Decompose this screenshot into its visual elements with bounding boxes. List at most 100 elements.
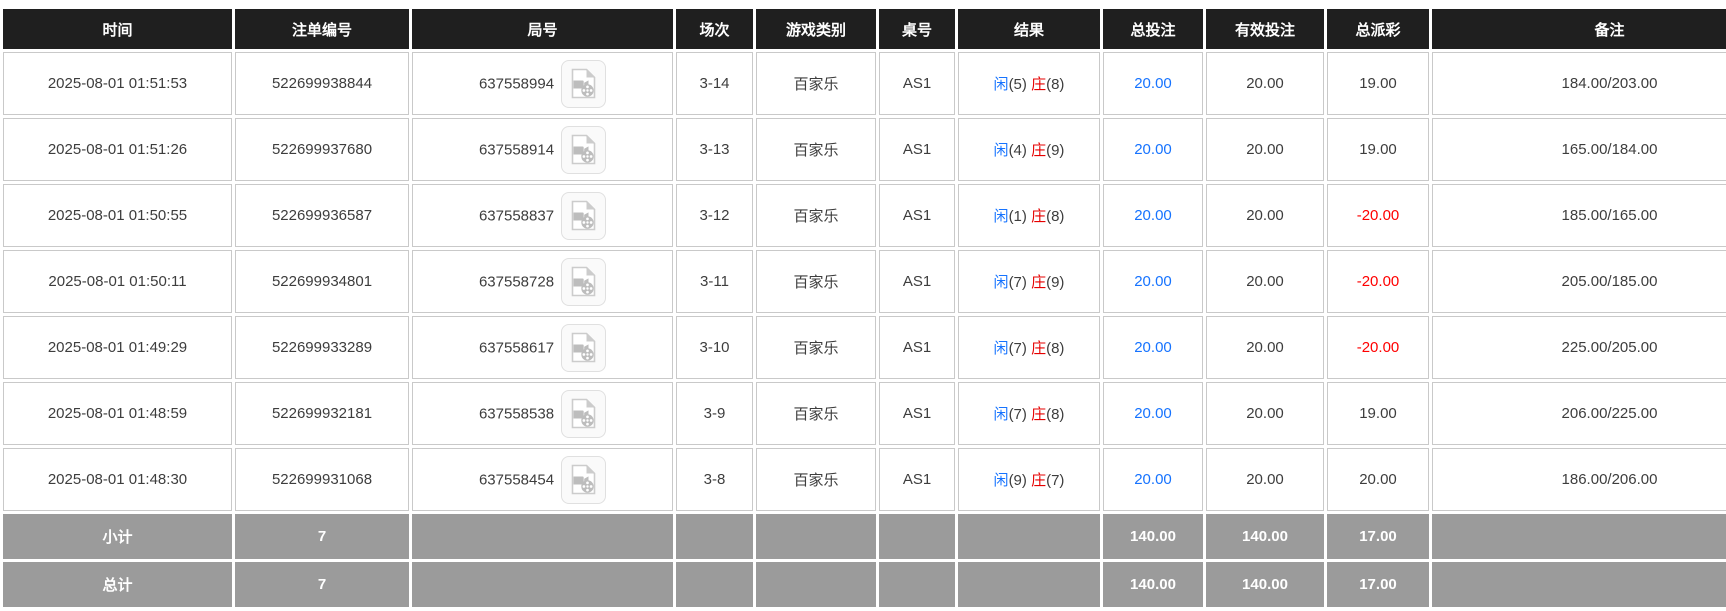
cell-result: 闲(1) 庄(8) — [958, 184, 1100, 247]
cell-valid-bet: 20.00 — [1206, 250, 1324, 313]
table-row: 2025-08-01 01:49:29 522699933289 6375586… — [3, 316, 1726, 379]
video-replay-icon — [571, 200, 596, 231]
cell-game-type: 百家乐 — [756, 184, 876, 247]
cell-remark: 206.00/225.00 — [1432, 382, 1726, 445]
cell-table-no: AS1 — [879, 184, 955, 247]
player-result-score: (7) — [1008, 274, 1027, 291]
video-replay-icon — [571, 68, 596, 99]
banker-result-score: (8) — [1046, 406, 1065, 423]
banker-result-score: (9) — [1046, 274, 1065, 291]
cell-table-no: AS1 — [879, 382, 955, 445]
cell-game-type: 百家乐 — [756, 448, 876, 511]
cell-payout: 19.00 — [1327, 382, 1429, 445]
player-result-score: (7) — [1008, 406, 1027, 423]
cell-remark: 165.00/184.00 — [1432, 118, 1726, 181]
summary-row: 总计 7 140.00 140.00 17.00 — [3, 562, 1726, 607]
cell-result: 闲(7) 庄(8) — [958, 316, 1100, 379]
summary-empty-table-no — [879, 514, 955, 559]
cell-result: 闲(9) 庄(7) — [958, 448, 1100, 511]
summary-empty-game-type — [756, 562, 876, 607]
player-result-label: 闲 — [993, 340, 1009, 357]
cell-bet-id: 522699937680 — [235, 118, 409, 181]
summary-empty-result — [958, 514, 1100, 559]
col-header-time: 时间 — [3, 9, 232, 49]
cell-game-type: 百家乐 — [756, 316, 876, 379]
summary-empty-table-no — [879, 562, 955, 607]
cell-result: 闲(4) 庄(9) — [958, 118, 1100, 181]
summary-label: 小计 — [3, 514, 232, 559]
banker-result-score: (8) — [1046, 340, 1065, 357]
video-replay-button[interactable] — [561, 455, 607, 504]
cell-round-id: 637558728 — [412, 250, 673, 313]
video-replay-button[interactable] — [561, 323, 607, 372]
summary-empty-game-type — [756, 514, 876, 559]
cell-bet-id: 522699938844 — [235, 52, 409, 115]
banker-result-label: 庄 — [1031, 142, 1047, 159]
cell-payout: -20.00 — [1327, 316, 1429, 379]
video-replay-icon — [571, 464, 596, 495]
cell-time: 2025-08-01 01:50:11 — [3, 250, 232, 313]
player-result-label: 闲 — [993, 142, 1009, 159]
summary-payout: 17.00 — [1327, 514, 1429, 559]
cell-bet-id: 522699932181 — [235, 382, 409, 445]
header-row: 时间 注单编号 局号 场次 游戏类别 桌号 结果 总投注 有效投注 总派彩 备注 — [3, 9, 1726, 49]
video-replay-button[interactable] — [561, 125, 607, 174]
round-number: 637558617 — [478, 339, 555, 356]
summary-empty-session — [676, 562, 753, 607]
cell-result: 闲(7) 庄(9) — [958, 250, 1100, 313]
cell-time: 2025-08-01 01:49:29 — [3, 316, 232, 379]
player-result-score: (7) — [1008, 340, 1027, 357]
round-number: 637558454 — [478, 471, 555, 488]
col-header-round-id: 局号 — [412, 9, 673, 49]
cell-game-type: 百家乐 — [756, 250, 876, 313]
video-replay-button[interactable] — [561, 389, 607, 438]
player-result-score: (5) — [1008, 76, 1027, 93]
cell-session: 3-8 — [676, 448, 753, 511]
summary-empty-remark — [1432, 514, 1726, 559]
cell-table-no: AS1 — [879, 448, 955, 511]
player-result-score: (1) — [1008, 208, 1027, 225]
banker-result-score: (8) — [1046, 208, 1065, 225]
cell-valid-bet: 20.00 — [1206, 382, 1324, 445]
banker-result-label: 庄 — [1031, 472, 1047, 489]
cell-payout: -20.00 — [1327, 184, 1429, 247]
table-row: 2025-08-01 01:48:59 522699932181 6375585… — [3, 382, 1726, 445]
video-replay-icon — [571, 266, 596, 297]
summary-valid-bet: 140.00 — [1206, 514, 1324, 559]
cell-time: 2025-08-01 01:51:26 — [3, 118, 232, 181]
cell-session: 3-13 — [676, 118, 753, 181]
cell-total-bet: 20.00 — [1103, 382, 1203, 445]
video-replay-icon — [571, 332, 596, 363]
cell-session: 3-11 — [676, 250, 753, 313]
cell-session: 3-12 — [676, 184, 753, 247]
col-header-payout: 总派彩 — [1327, 9, 1429, 49]
summary-empty-session — [676, 514, 753, 559]
video-replay-button[interactable] — [561, 257, 607, 306]
col-header-table-no: 桌号 — [879, 9, 955, 49]
cell-bet-id: 522699931068 — [235, 448, 409, 511]
player-result-score: (9) — [1008, 472, 1027, 489]
video-replay-button[interactable] — [561, 191, 607, 240]
cell-round-id: 637558538 — [412, 382, 673, 445]
round-number: 637558914 — [478, 141, 555, 158]
col-header-total-bet: 总投注 — [1103, 9, 1203, 49]
cell-table-no: AS1 — [879, 250, 955, 313]
cell-total-bet: 20.00 — [1103, 184, 1203, 247]
cell-round-id: 637558994 — [412, 52, 673, 115]
cell-remark: 185.00/165.00 — [1432, 184, 1726, 247]
cell-time: 2025-08-01 01:48:59 — [3, 382, 232, 445]
summary-empty-remark — [1432, 562, 1726, 607]
video-replay-button[interactable] — [561, 59, 607, 108]
banker-result-score: (8) — [1046, 76, 1065, 93]
summary-empty-round — [412, 562, 673, 607]
banker-result-score: (7) — [1046, 472, 1065, 489]
cell-valid-bet: 20.00 — [1206, 316, 1324, 379]
bet-records-table: 时间 注单编号 局号 场次 游戏类别 桌号 结果 总投注 有效投注 总派彩 备注… — [0, 6, 1726, 610]
cell-round-id: 637558837 — [412, 184, 673, 247]
table-header: 时间 注单编号 局号 场次 游戏类别 桌号 结果 总投注 有效投注 总派彩 备注 — [3, 9, 1726, 49]
cell-payout: 19.00 — [1327, 118, 1429, 181]
cell-payout: 19.00 — [1327, 52, 1429, 115]
cell-time: 2025-08-01 01:50:55 — [3, 184, 232, 247]
cell-payout: 20.00 — [1327, 448, 1429, 511]
cell-payout: -20.00 — [1327, 250, 1429, 313]
